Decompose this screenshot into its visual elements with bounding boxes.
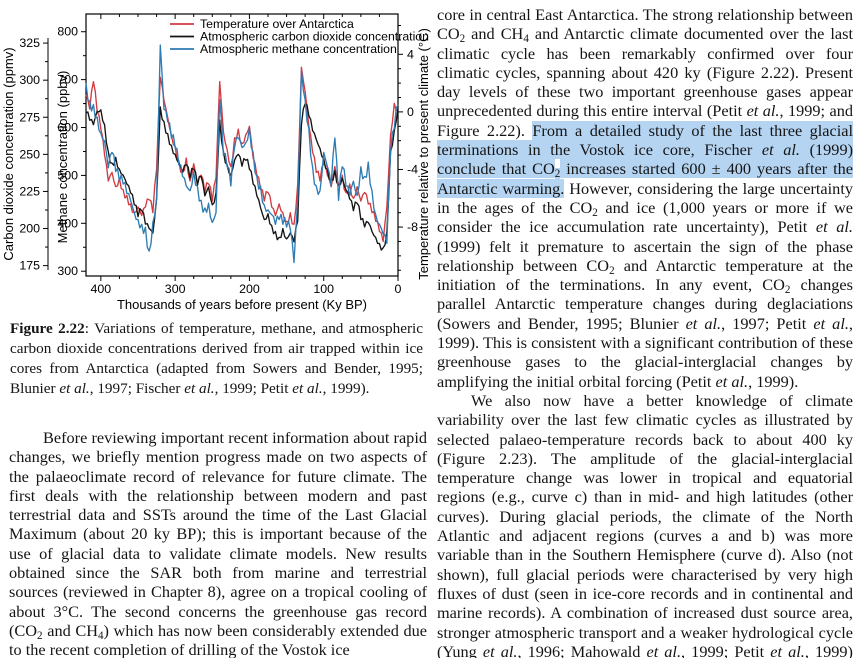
co2-tick-label: 175 — [19, 259, 40, 273]
text-segment: and Antarctic climate documented over th… — [437, 24, 853, 121]
temp-axis-title: Temperature relative to present climate … — [416, 28, 431, 280]
legend-label-temp: Temperature over Antarctica — [200, 17, 354, 31]
series-line-temp — [85, 66, 399, 243]
x-tick-label: 100 — [313, 282, 334, 296]
figure-2-22: 400 300 200 100 0 Thousands of years before p… — [0, 4, 436, 312]
text-segment: : Variations of temperature, methane, an… — [10, 320, 424, 398]
right-paragraph-2: We also now have a better knowledge of c… — [437, 391, 853, 658]
text-segment: and Antarctic temperature at the initiat… — [437, 255, 853, 295]
text-segment: and CH — [465, 24, 524, 44]
text-segment: 2 — [609, 264, 615, 277]
text-segment: and CH — [42, 620, 98, 640]
text-segment: , 1999). — [322, 380, 370, 398]
text-segment: Before reviewing important recent inform… — [9, 428, 427, 640]
text-segment: We also now have a better knowledge of c… — [437, 390, 853, 658]
co2-tick-label: 275 — [19, 110, 40, 124]
text-segment: 2 — [592, 207, 598, 220]
text-segment: , 1999; Petit — [214, 380, 293, 398]
text-segment: 2 — [784, 284, 791, 297]
x-tick-label: 400 — [91, 282, 112, 296]
series-line-ch4 — [85, 44, 399, 264]
figure-caption: Figure 2.22: Variations of temperature, … — [10, 319, 423, 399]
series-line-co2 — [85, 103, 399, 251]
text-segment: et al. — [59, 380, 90, 398]
chart-svg: 400 300 200 100 0 Thousands of years before p… — [1, 13, 431, 312]
text-segment: 4 — [97, 630, 104, 643]
text-segment: et al. — [184, 380, 215, 398]
text-segment: et al. — [482, 641, 518, 658]
legend-label-co2: Atmospheric carbon dioxide concentration — [200, 30, 429, 44]
text-segment: , 1999; Petit — [681, 641, 771, 658]
text-segment: Figure 2.22 — [10, 320, 85, 337]
text-segment: 4 — [523, 33, 529, 46]
text-segment: , 1999) probably generated these changes… — [804, 641, 853, 658]
ch4-tick-label: 500 — [57, 168, 78, 182]
text-segment: , 1999; and Figure 2.22). — [437, 101, 853, 140]
text-segment: changes parallel Antarctic temperature c… — [437, 275, 853, 333]
text-segment: , 1996; Mahowald — [517, 641, 647, 658]
co2-tick-label: 225 — [19, 184, 40, 198]
x-tick-label: 0 — [395, 282, 402, 296]
text-segment: and ice (1,000 years or more if we consi… — [437, 197, 854, 237]
text-segment: , 1999). — [748, 371, 799, 391]
x-axis-title: Thousands of years before present (Ky BP… — [117, 297, 367, 312]
text-segment: , 1997; Fischer — [89, 380, 185, 398]
text-segment: (1999) felt it premature to ascertain th… — [437, 236, 853, 275]
ch4-axis-title: Methane concentration (ppbv) — [55, 71, 70, 244]
right-paragraph-1: core in central East Antarctica. The str… — [437, 5, 854, 391]
highlighted-text: 2 — [554, 168, 561, 181]
ch4-tick-label: 600 — [57, 121, 78, 135]
ch4-tick-label: 800 — [57, 25, 78, 39]
temp-tick-label: 4 — [407, 47, 414, 61]
legend-label-ch4: Atmospheric methane concentration — [200, 42, 397, 56]
plot-border — [85, 13, 399, 277]
co2-axis-title: Carbon dioxide concentration (ppmv) — [1, 47, 16, 260]
text-segment: et al. — [815, 217, 853, 237]
co2-tick-label: 250 — [19, 147, 40, 161]
text-segment: et al. — [746, 101, 780, 121]
text-segment: 2 — [37, 630, 43, 643]
text-segment: , 1997; Petit — [721, 313, 814, 333]
temp-tick-label: 0 — [407, 105, 414, 119]
highlighted-text: et al. — [761, 140, 800, 160]
left-column-paragraph: Before reviewing important recent inform… — [9, 428, 427, 658]
text-segment: core in central East Antarctica. The str… — [437, 5, 853, 44]
text-segment: , 1999). This is consistent with a signi… — [437, 313, 853, 391]
text-segment: However, considering the large uncertain… — [437, 178, 853, 217]
text-segment: ) which has now been considerably extend… — [9, 620, 428, 658]
x-tick-label: 200 — [239, 282, 260, 296]
text-segment: et al. — [685, 313, 722, 333]
ch4-tick-label: 300 — [57, 264, 78, 278]
temp-tick-label: -8 — [407, 220, 418, 234]
right-column: core in central East Antarctica. The str… — [437, 5, 854, 658]
x-tick-label: 300 — [165, 282, 186, 296]
ch4-tick-label: 400 — [57, 216, 78, 230]
text-segment: et al. — [770, 641, 805, 658]
temp-tick-label: -4 — [407, 162, 418, 176]
co2-tick-label: 200 — [19, 222, 40, 236]
ch4-tick-label: 700 — [57, 73, 78, 87]
text-segment: et al. — [292, 380, 323, 398]
co2-tick-label: 325 — [19, 36, 40, 50]
text-segment: 2 — [459, 33, 466, 46]
vostok-chart: 400 300 200 100 0 Thousands of years before p… — [0, 4, 436, 317]
text-segment: et al. — [813, 313, 849, 333]
co2-tick-label: 300 — [19, 73, 40, 87]
text-segment: et al. — [715, 371, 749, 391]
text-segment: et al. — [646, 641, 682, 658]
